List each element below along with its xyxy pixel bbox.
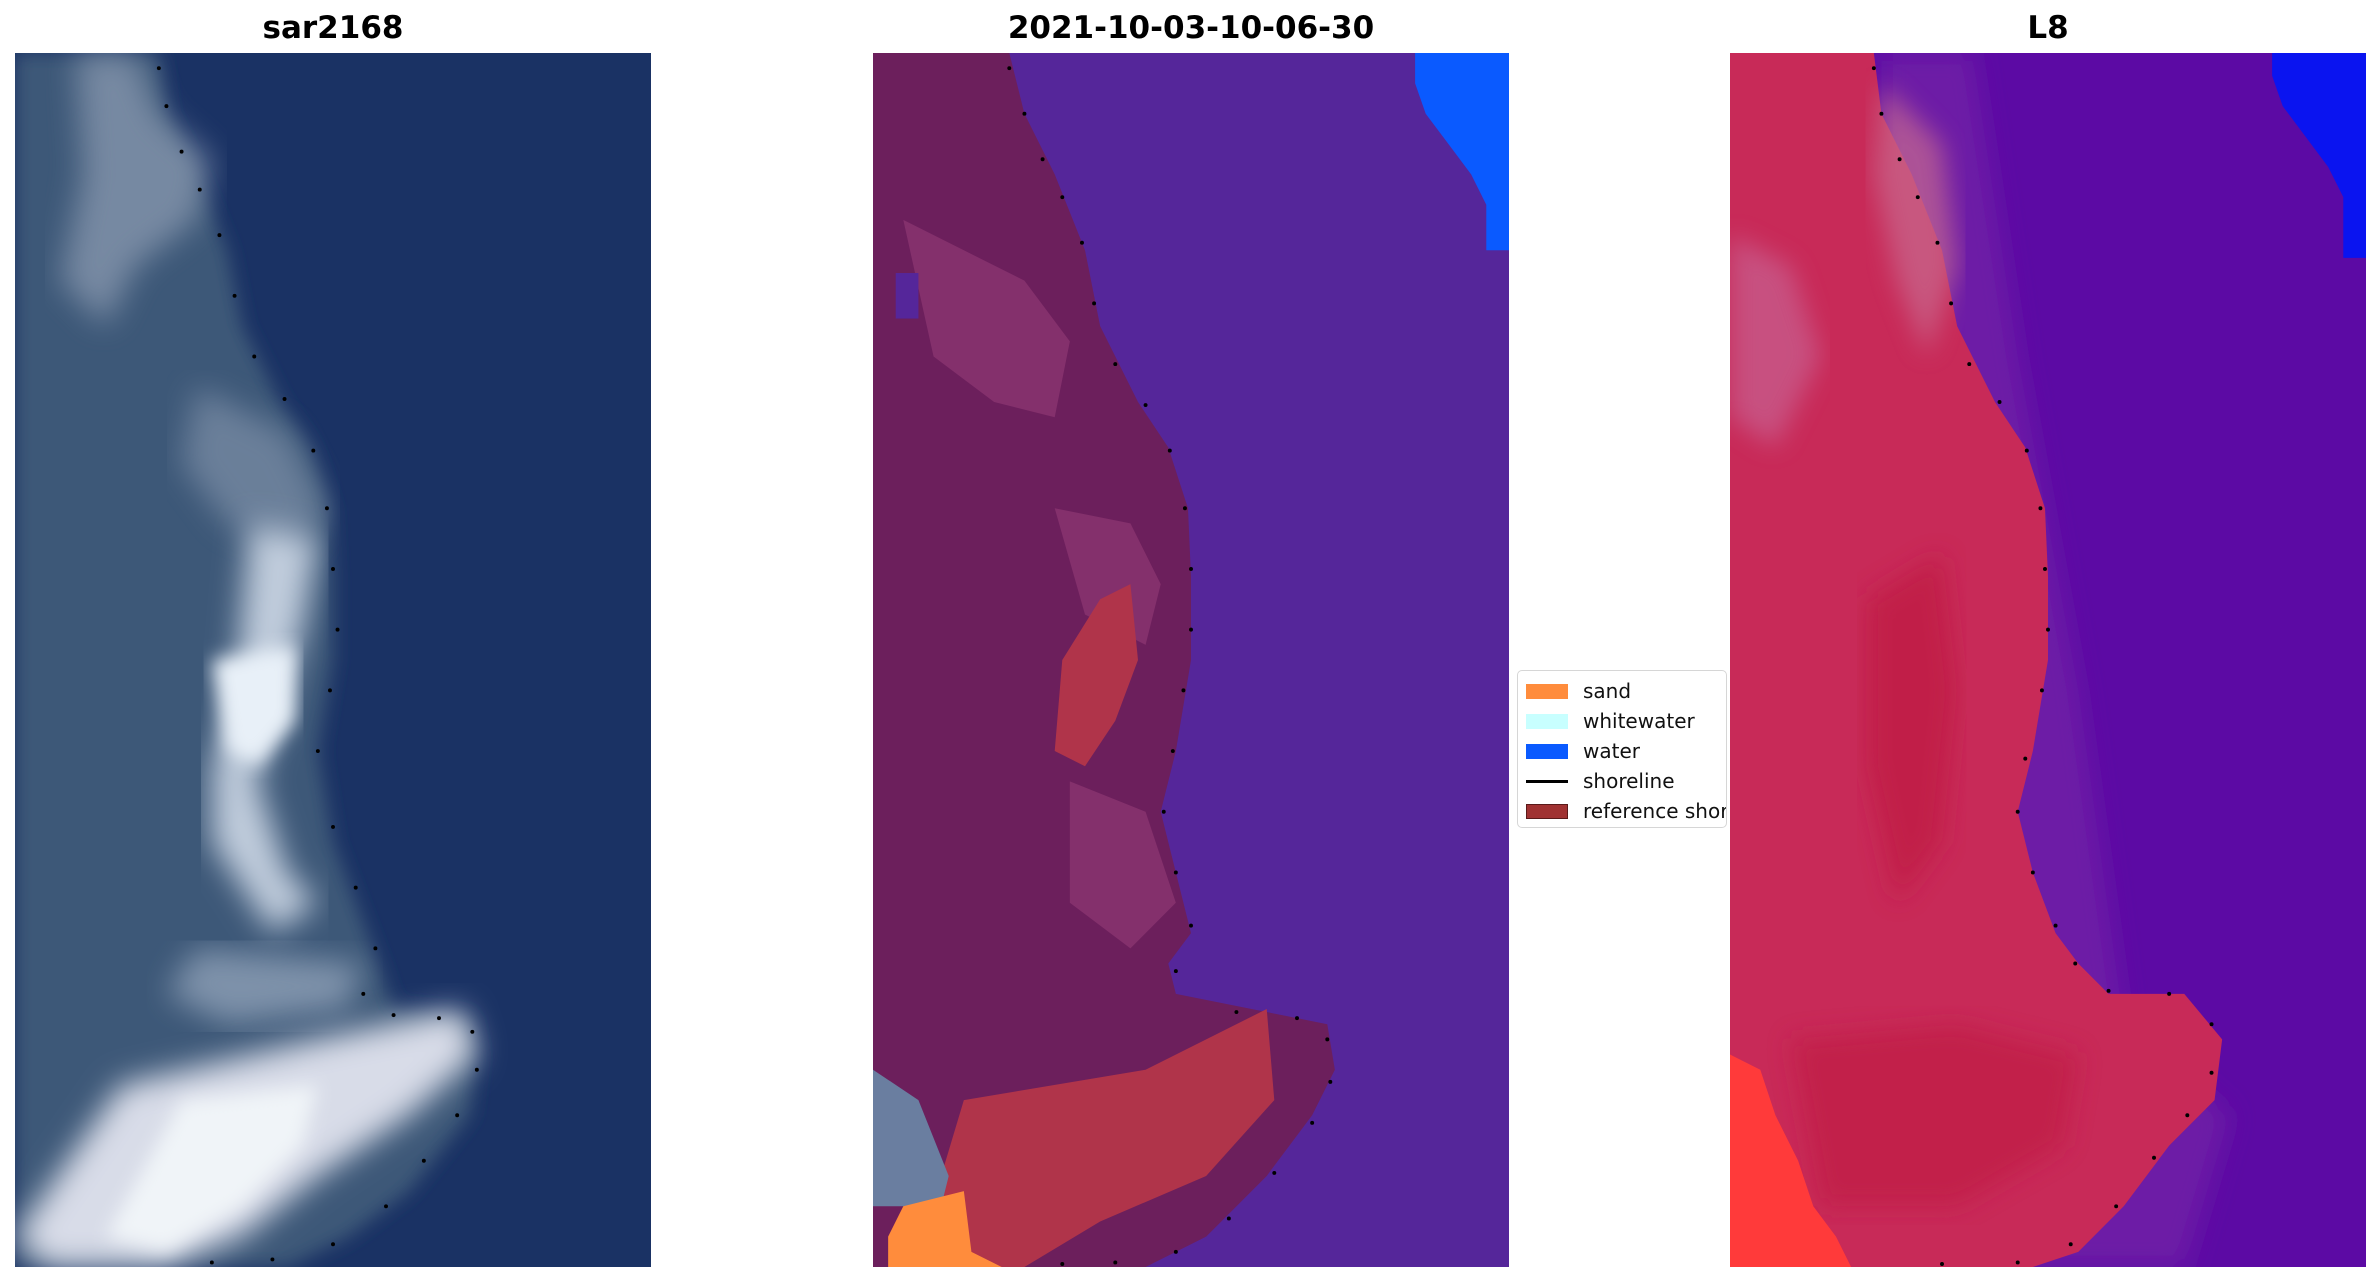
panel-title-classified: 2021-10-03-10-06-30 <box>1007 10 1375 46</box>
shoreline-dots <box>1871 66 2214 1266</box>
legend-label: shoreline <box>1583 769 1675 793</box>
legend-item-water: water <box>1526 737 1640 765</box>
legend-item-shoreline: shoreline <box>1526 767 1675 795</box>
legend-label: sand <box>1583 679 1632 703</box>
legend-label: reference shoreline <box>1583 799 1727 823</box>
legend-item-reference-shoreline: reference shoreline <box>1526 797 1727 825</box>
legend-item-sand: sand <box>1526 677 1631 705</box>
shoreline-dots <box>1007 66 1333 1266</box>
sand-swatch <box>1526 683 1568 699</box>
panel-title-false-color: L8 <box>2027 10 2069 46</box>
shoreline-dots <box>156 66 479 1265</box>
shoreline-line-swatch <box>1526 779 1568 783</box>
false-color-image <box>1730 53 2366 1267</box>
legend-item-whitewater: whitewater <box>1526 707 1695 735</box>
whitewater-swatch <box>1526 713 1568 729</box>
satellite-rgb-image <box>15 53 651 1267</box>
legend-label: whitewater <box>1583 709 1695 733</box>
panel-title-rgb: sar2168 <box>262 10 404 46</box>
reference-shoreline-swatch <box>1526 803 1568 819</box>
water-swatch <box>1526 743 1568 759</box>
classified-image <box>873 53 1509 1267</box>
legend-label: water <box>1583 739 1640 763</box>
legend: sand whitewater water shoreline referenc… <box>1517 670 1727 828</box>
